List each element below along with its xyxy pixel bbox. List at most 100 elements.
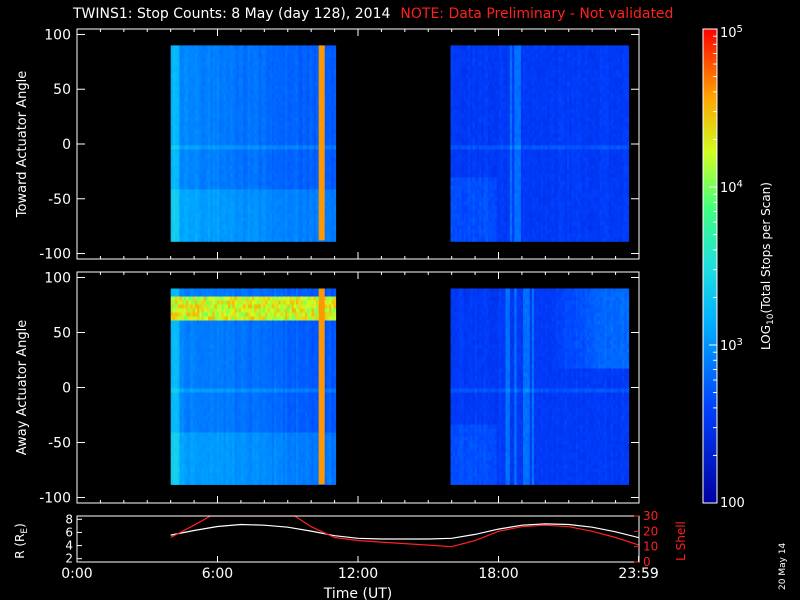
heatmap-cell: [260, 217, 264, 222]
heatmap-cell: [309, 145, 312, 150]
heatmap-cell: [461, 109, 465, 114]
heatmap-cell: [311, 73, 315, 78]
heatmap-cell: [300, 109, 304, 114]
heatmap-cell: [192, 77, 196, 82]
heatmap-cell: [267, 197, 271, 202]
heatmap-cell: [172, 137, 176, 142]
heatmap-cell: [329, 201, 332, 206]
heatmap-cell: [298, 221, 301, 226]
heatmap-cell: [265, 81, 268, 86]
heatmap-cell: [214, 153, 218, 158]
heatmap-cell: [333, 53, 337, 58]
heatmap-cell: [225, 81, 229, 86]
heatmap-cell: [450, 233, 454, 238]
heatmap-cell: [260, 85, 264, 90]
heatmap-cell: [278, 117, 282, 122]
heatmap-cell: [476, 53, 480, 58]
heatmap-cell: [289, 121, 293, 126]
heatmap-cell: [492, 93, 495, 98]
heatmap-cell: [296, 169, 299, 174]
heatmap-cell: [230, 61, 233, 66]
heatmap-cell: [267, 101, 271, 106]
heatmap-cell: [274, 217, 277, 222]
heatmap-cell: [481, 101, 484, 106]
heatmap-cell: [232, 85, 235, 90]
heatmap-cell: [487, 197, 491, 202]
heatmap-cell: [461, 161, 465, 166]
heatmap-spike: [318, 45, 325, 241]
heatmap-cell: [260, 65, 264, 70]
heatmap-cell: [472, 113, 476, 118]
heatmap-cell: [232, 137, 235, 142]
heatmap-cell: [293, 201, 297, 206]
heatmap-cell: [329, 181, 332, 186]
heatmap-cell: [265, 65, 268, 70]
heatmap-cell: [267, 49, 271, 54]
heatmap-cell: [243, 169, 246, 174]
heatmap-cell: [170, 189, 174, 194]
heatmap-cell: [234, 53, 238, 58]
heatmap-cell: [212, 153, 216, 158]
heatmap-cell: [459, 137, 462, 142]
heatmap-cell: [260, 81, 264, 86]
heatmap-cell: [225, 225, 229, 230]
heatmap-cell: [278, 201, 282, 206]
heatmap-cell: [452, 213, 456, 218]
chart-title-main: TWINS1: Stop Counts: 8 May (day 128), 20…: [73, 6, 391, 22]
heatmap-cell: [302, 49, 306, 54]
heatmap-cell: [302, 213, 306, 218]
heatmap-cell: [454, 121, 458, 126]
heatmap-cell: [256, 229, 260, 234]
heatmap-cell: [300, 53, 304, 58]
heatmap-cell: [278, 157, 282, 162]
heatmap-cell: [221, 81, 224, 86]
heatmap-cell: [256, 161, 260, 166]
heatmap-cell: [194, 145, 198, 150]
heatmap-cell: [278, 89, 282, 94]
heatmap-cell: [210, 61, 213, 66]
heatmap-cell: [243, 85, 246, 90]
heatmap-cell: [298, 225, 301, 230]
heatmap-cell: [203, 225, 207, 230]
heatmap-cell: [465, 201, 469, 206]
heatmap-cell: [236, 97, 240, 102]
heatmap-cell: [331, 77, 334, 82]
heatmap-cell: [479, 197, 482, 202]
heatmap-cell: [476, 209, 480, 214]
heatmap-cell: [485, 233, 489, 238]
heatmap-cell: [329, 89, 332, 94]
heatmap-cell: [201, 113, 205, 118]
heatmap-cell: [300, 181, 304, 186]
heatmap-cell: [459, 129, 462, 134]
heatmap-cell: [234, 149, 238, 154]
heatmap-cell: [252, 45, 255, 50]
heatmap-cell: [210, 133, 213, 138]
heatmap-cell: [291, 53, 295, 58]
heatmap-cell: [175, 157, 178, 162]
heatmap-cell: [216, 109, 220, 114]
heatmap-cell: [302, 53, 306, 58]
heatmap-cell: [333, 185, 337, 190]
heatmap-cell: [274, 221, 277, 226]
heatmap-cell: [172, 105, 176, 110]
heatmap-cell: [276, 81, 279, 86]
heatmap-cell: [223, 141, 227, 146]
heatmap-cell: [186, 221, 189, 226]
heatmap-cell: [280, 229, 284, 234]
heatmap-cell: [329, 109, 332, 114]
heatmap-cell: [170, 77, 174, 82]
heatmap-cell: [457, 73, 460, 78]
heatmap-cell: [333, 145, 337, 150]
heatmap-cell: [252, 53, 255, 58]
heatmap-cell: [300, 77, 304, 82]
heatmap-cell: [274, 201, 277, 206]
heatmap-cell: [329, 69, 332, 74]
heatmap-cell: [252, 233, 255, 238]
heatmap-cell: [485, 121, 489, 126]
heatmap-cell: [459, 49, 462, 54]
heatmap-cell: [450, 161, 454, 166]
heatmap-cell: [208, 105, 211, 110]
heatmap-cell: [326, 129, 330, 134]
heatmap-cell: [483, 45, 487, 50]
heatmap-cell: [181, 237, 185, 242]
